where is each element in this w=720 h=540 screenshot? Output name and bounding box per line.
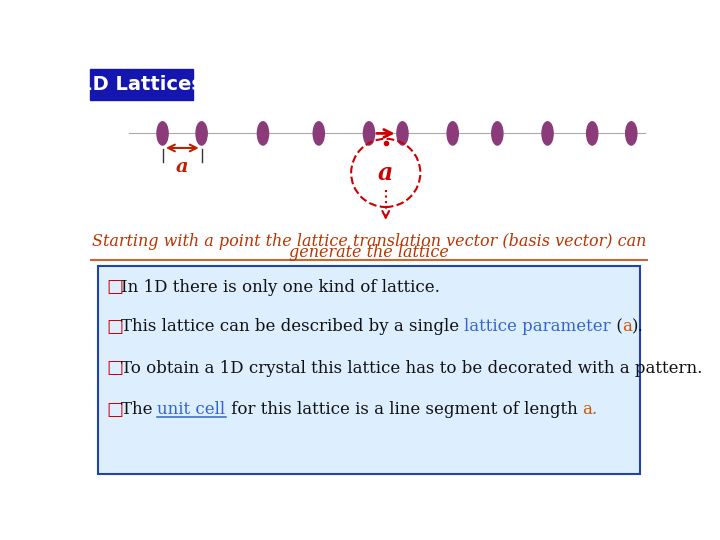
Ellipse shape	[157, 122, 168, 145]
Text: (: (	[611, 318, 623, 335]
Text: a: a	[378, 161, 393, 185]
Text: a.: a.	[582, 401, 598, 418]
Text: unit cell: unit cell	[158, 401, 225, 418]
Ellipse shape	[397, 122, 408, 145]
Text: for this lattice is a line segment of length: for this lattice is a line segment of le…	[225, 401, 582, 418]
Text: The: The	[121, 401, 158, 418]
Text: □: □	[107, 278, 124, 296]
Text: In 1D there is only one kind of lattice.: In 1D there is only one kind of lattice.	[121, 279, 440, 296]
Ellipse shape	[542, 122, 553, 145]
Ellipse shape	[196, 122, 207, 145]
Ellipse shape	[447, 122, 458, 145]
Bar	[99, 266, 639, 474]
Text: 1D Lattices: 1D Lattices	[79, 75, 203, 94]
Ellipse shape	[492, 122, 503, 145]
Text: □: □	[107, 401, 124, 419]
Text: This lattice can be described by a single: This lattice can be described by a singl…	[121, 318, 464, 335]
Ellipse shape	[258, 122, 269, 145]
Text: lattice parameter: lattice parameter	[464, 318, 611, 335]
Text: a: a	[623, 318, 632, 335]
Text: ).: ).	[632, 318, 644, 335]
Text: a: a	[176, 158, 189, 176]
Ellipse shape	[587, 122, 598, 145]
Text: generate the lattice: generate the lattice	[289, 244, 449, 261]
Ellipse shape	[626, 122, 637, 145]
Text: □: □	[107, 359, 124, 377]
Ellipse shape	[364, 122, 374, 145]
Bar	[90, 69, 193, 100]
Text: Starting with a point the lattice translation vector (basis vector) can: Starting with a point the lattice transl…	[92, 233, 646, 250]
Text: To obtain a 1D crystal this lattice has to be decorated with a pattern.: To obtain a 1D crystal this lattice has …	[121, 360, 702, 377]
Ellipse shape	[313, 122, 324, 145]
Text: □: □	[107, 318, 124, 336]
